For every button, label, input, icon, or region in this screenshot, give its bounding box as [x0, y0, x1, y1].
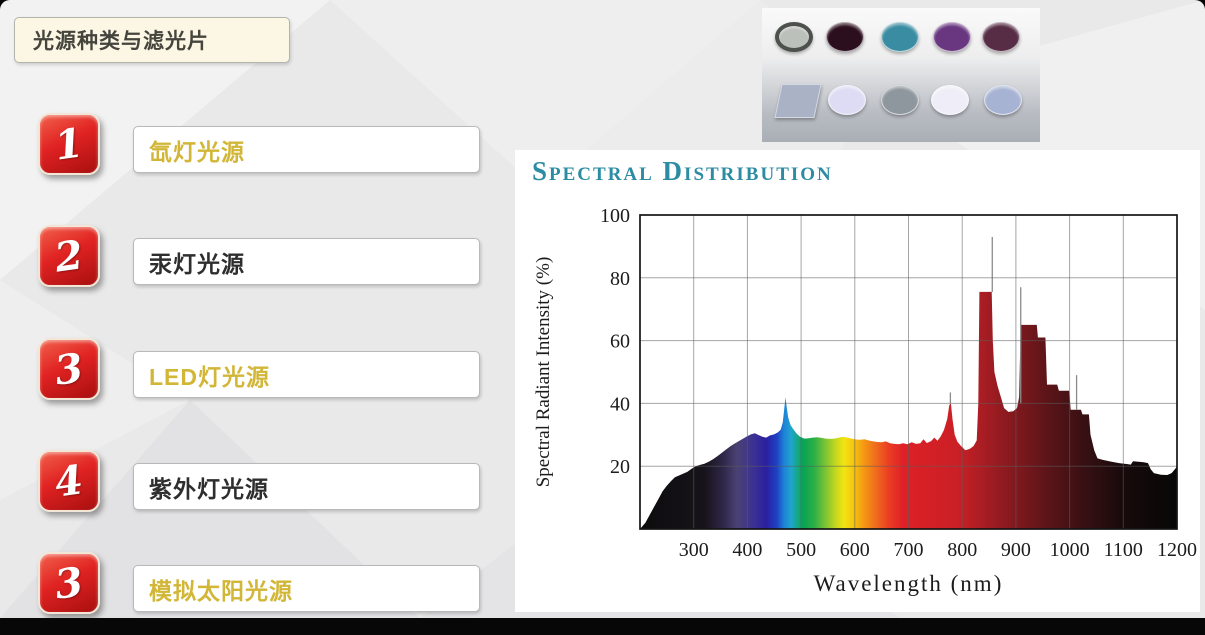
teal-filter-icon: [881, 22, 919, 52]
item-2-label: 汞灯光源: [149, 250, 245, 277]
purple-filter-icon: [933, 22, 971, 52]
spectral-distribution-chart: Spectral Distribution 20 40 60 80 100 300 400 5…: [515, 150, 1200, 612]
x-tick-label: 600: [840, 539, 870, 561]
pale-lavender-filter-icon: [828, 85, 866, 115]
white-filter-icon: [931, 85, 969, 115]
item-4-label-box: 紫外灯光源: [133, 463, 480, 510]
x-tick-label: 700: [894, 539, 924, 561]
chart-title: Spectral Distribution: [532, 156, 833, 186]
x-tick-label: 800: [947, 539, 977, 561]
presentation-slide: 光源种类与滤光片 1 氙灯光源 2 汞灯光源 3 LED灯光源 4 紫外灯光源 …: [0, 0, 1205, 618]
gray-lens-with-ring-icon: [775, 22, 813, 52]
y-axis-label: Spectral Radiant Intensity (%): [533, 257, 554, 488]
x-axis-label: Wavelength (nm): [814, 571, 1004, 596]
item-5-number: 3: [51, 557, 87, 609]
item-3-number-badge: 3: [38, 338, 100, 400]
filters-photo: [762, 8, 1040, 142]
x-tick-label: 900: [1001, 539, 1031, 561]
slide-title-box: 光源种类与滤光片: [14, 17, 290, 63]
chart-plot-area: 20 40 60 80 100 300 400 500 600 700 800 900 1000 1100…: [515, 150, 1200, 617]
item-5-number-badge: 3: [38, 552, 100, 614]
spectrum-area: [640, 291, 1177, 529]
chart-svg: 20 40 60 80 100 300 400 500 600 700 800 900 1000 1100…: [533, 205, 1197, 596]
y-tick-label: 20: [610, 456, 630, 478]
slide-title: 光源种类与滤光片: [33, 30, 209, 53]
item-2-number-badge: 2: [38, 225, 100, 287]
item-1-label: 氙灯光源: [149, 138, 245, 165]
plot-border: [639, 214, 1178, 530]
item-1-label-box: 氙灯光源: [133, 126, 480, 173]
item-2-label-box: 汞灯光源: [133, 238, 480, 285]
footer-bar: [0, 618, 1205, 635]
item-3-label-box: LED灯光源: [133, 351, 480, 398]
x-tick-label: 1000: [1050, 539, 1090, 561]
x-tick-label: 300: [679, 539, 709, 561]
x-tick-label: 1100: [1104, 539, 1143, 561]
item-4-number-badge: 4: [38, 450, 100, 512]
x-tick-label: 500: [786, 539, 816, 561]
item-5-label: 模拟太阳光源: [149, 577, 293, 604]
square-gray-filter-icon: [774, 84, 822, 118]
item-1-number: 1: [51, 118, 87, 170]
gray-filter-icon: [881, 85, 919, 115]
y-tick-label: 80: [610, 268, 630, 290]
item-1-number-badge: 1: [38, 113, 100, 175]
y-tick-label: 60: [610, 331, 630, 353]
item-5-label-box: 模拟太阳光源: [133, 565, 480, 612]
x-tick-label: 1200: [1157, 539, 1197, 561]
x-tick-label: 400: [732, 539, 762, 561]
periwinkle-filter-icon: [984, 85, 1022, 115]
item-3-label: LED灯光源: [149, 363, 270, 390]
y-tick-label: 100: [600, 205, 630, 227]
item-4-number: 4: [51, 455, 87, 507]
item-3-number: 3: [51, 343, 87, 395]
plum-filter-icon: [982, 22, 1020, 52]
item-2-number: 2: [51, 230, 87, 282]
item-4-label: 紫外灯光源: [149, 475, 269, 502]
y-tick-label: 40: [610, 393, 630, 415]
dark-maroon-filter-icon: [826, 22, 864, 52]
